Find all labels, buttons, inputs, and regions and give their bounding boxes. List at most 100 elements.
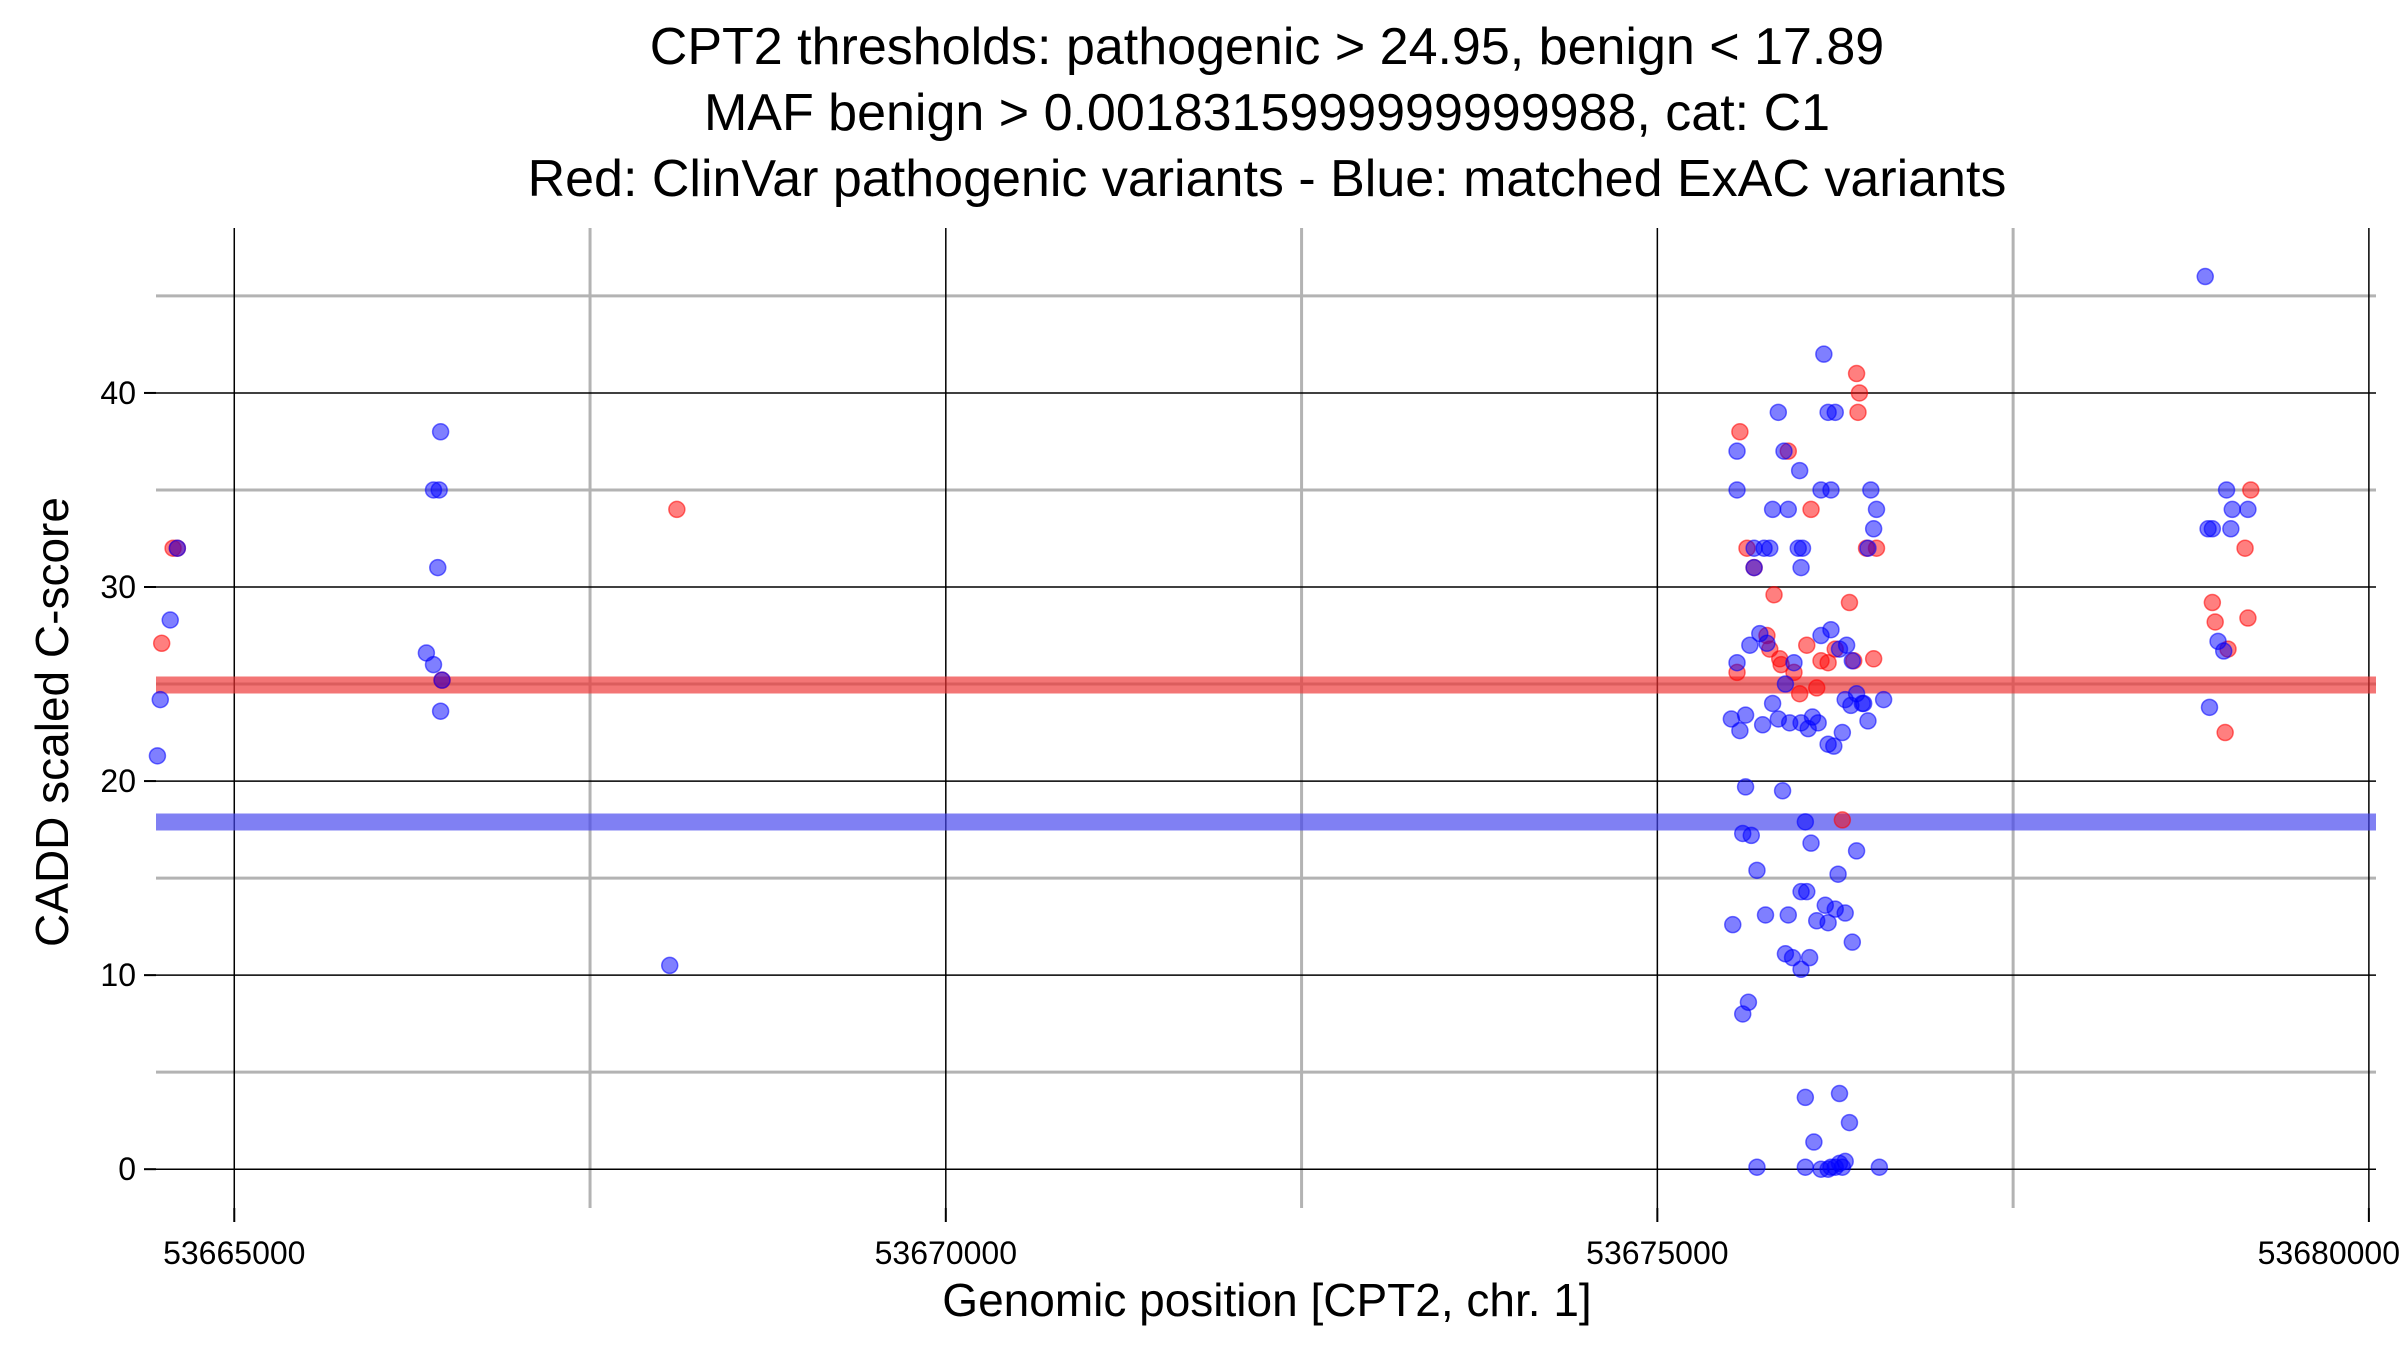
benign-point [1840,1113,1859,1132]
benign-point [2223,500,2242,519]
benign-point [1748,1158,1766,1176]
pathogenic-point [1864,650,1883,668]
benign-point [1870,1158,1889,1176]
axis-ticks: 0 10 20 30 40 53665000 53670000 53675000 5368000… [100,375,2400,1271]
benign-point [1790,461,1809,480]
chart-title: CPT2 thresholds: pathogenic > 24.95, ben… [528,18,2007,208]
benign-point [1822,620,1840,639]
pathogenic-point [1847,364,1866,383]
benign-point [1859,539,1877,557]
grid-minor [156,228,2376,1208]
benign-point [1859,712,1877,730]
pathogenic-point [1790,684,1809,703]
benign-point [1829,865,1847,883]
benign-point [1728,653,1746,672]
benign-point [1867,500,1886,519]
benign-point [431,702,450,720]
benign-point [429,558,447,577]
y-tick-label: 40 [100,375,136,411]
benign-point [1724,915,1742,934]
benign-point [151,690,170,709]
y-tick-label: 10 [100,957,136,993]
benign-point [168,539,187,557]
pathogenic-point [668,500,686,519]
benign-point [1761,539,1779,557]
benign-point [1833,723,1852,742]
benign-point [1843,933,1862,951]
pathogenic-point [1849,403,1867,422]
benign-point [161,611,179,629]
benign-point [2239,500,2257,519]
pathogenic-point [1802,500,1820,519]
pathogenic-point [1807,679,1826,697]
benign-point [1736,778,1755,796]
benign-point [1773,782,1792,800]
pathogenic-point [2242,481,2260,499]
benign-point [1843,652,1862,670]
title-line-3: Red: ClinVar pathogenic variants - Blue:… [528,150,2007,208]
pathogenic-point [2236,539,2254,557]
benign-point [424,655,443,674]
pathogenic-point [2203,593,2222,612]
benign-point [1779,500,1798,519]
benign-point [1748,861,1766,880]
benign-point [1807,912,1826,930]
pathogenic-point [2206,613,2224,631]
benign-point [1825,737,1843,755]
benign-point [1769,403,1788,422]
benign-point [1785,653,1803,672]
y-tick-label: 20 [100,763,136,799]
benign-point [1763,500,1782,519]
benign-point [1830,1084,1849,1103]
benign-point [1802,834,1820,852]
benign-point [1793,539,1812,557]
benign-point [433,671,451,689]
benign-point [148,747,167,765]
benign-point [1812,1160,1830,1178]
pathogenic-point [152,634,171,653]
benign-point [1742,826,1761,845]
threshold-lines [156,676,2376,831]
benign-point [1815,345,1833,363]
benign-point [1805,1133,1823,1151]
benign-point [1874,690,1893,709]
x-axis-title: Genomic position [CPT2, chr. 1] [942,1274,1591,1326]
y-tick-label: 0 [118,1151,136,1187]
benign-point [2203,520,2222,538]
benign-point [2222,520,2240,538]
benign-point [1776,675,1795,693]
title-line-1: CPT2 thresholds: pathogenic > 24.95, ben… [650,18,1884,76]
benign-point [1796,813,1815,831]
x-tick-label: 53675000 [1586,1235,1728,1271]
benign-point [424,481,443,499]
benign-point [2200,698,2219,717]
benign-point [1763,694,1782,713]
benign-point [1741,636,1759,654]
benign-point [1826,403,1844,422]
benign-point [1745,558,1763,577]
benign-point [1736,706,1755,724]
x-tick-label: 53670000 [875,1235,1017,1271]
data-points [148,267,2260,1178]
pathogenic-point [1840,593,1859,612]
benign-point [1800,948,1819,967]
benign-point [2217,481,2236,499]
benign-point [1837,636,1856,654]
y-axis-title: CADD scaled C-score [26,497,78,947]
benign-point [1853,694,1872,713]
pathogenic-point [1798,636,1816,654]
benign-point [1796,1158,1815,1176]
title-line-2: MAF benign > 0.0018315999999999988, cat:… [704,84,1830,142]
benign-point [1758,634,1776,653]
benign-point [1756,906,1775,924]
benign-point [1809,714,1827,732]
benign-point [1822,481,1840,499]
benign-point [1847,842,1866,860]
benign-point [1796,1088,1815,1107]
pathogenic-point [1819,653,1837,672]
pathogenic-point [1765,586,1783,604]
pathogenic-point [2239,609,2257,627]
benign-point [1798,882,1816,901]
benign-point [1864,520,1883,538]
benign-point [1728,481,1746,499]
